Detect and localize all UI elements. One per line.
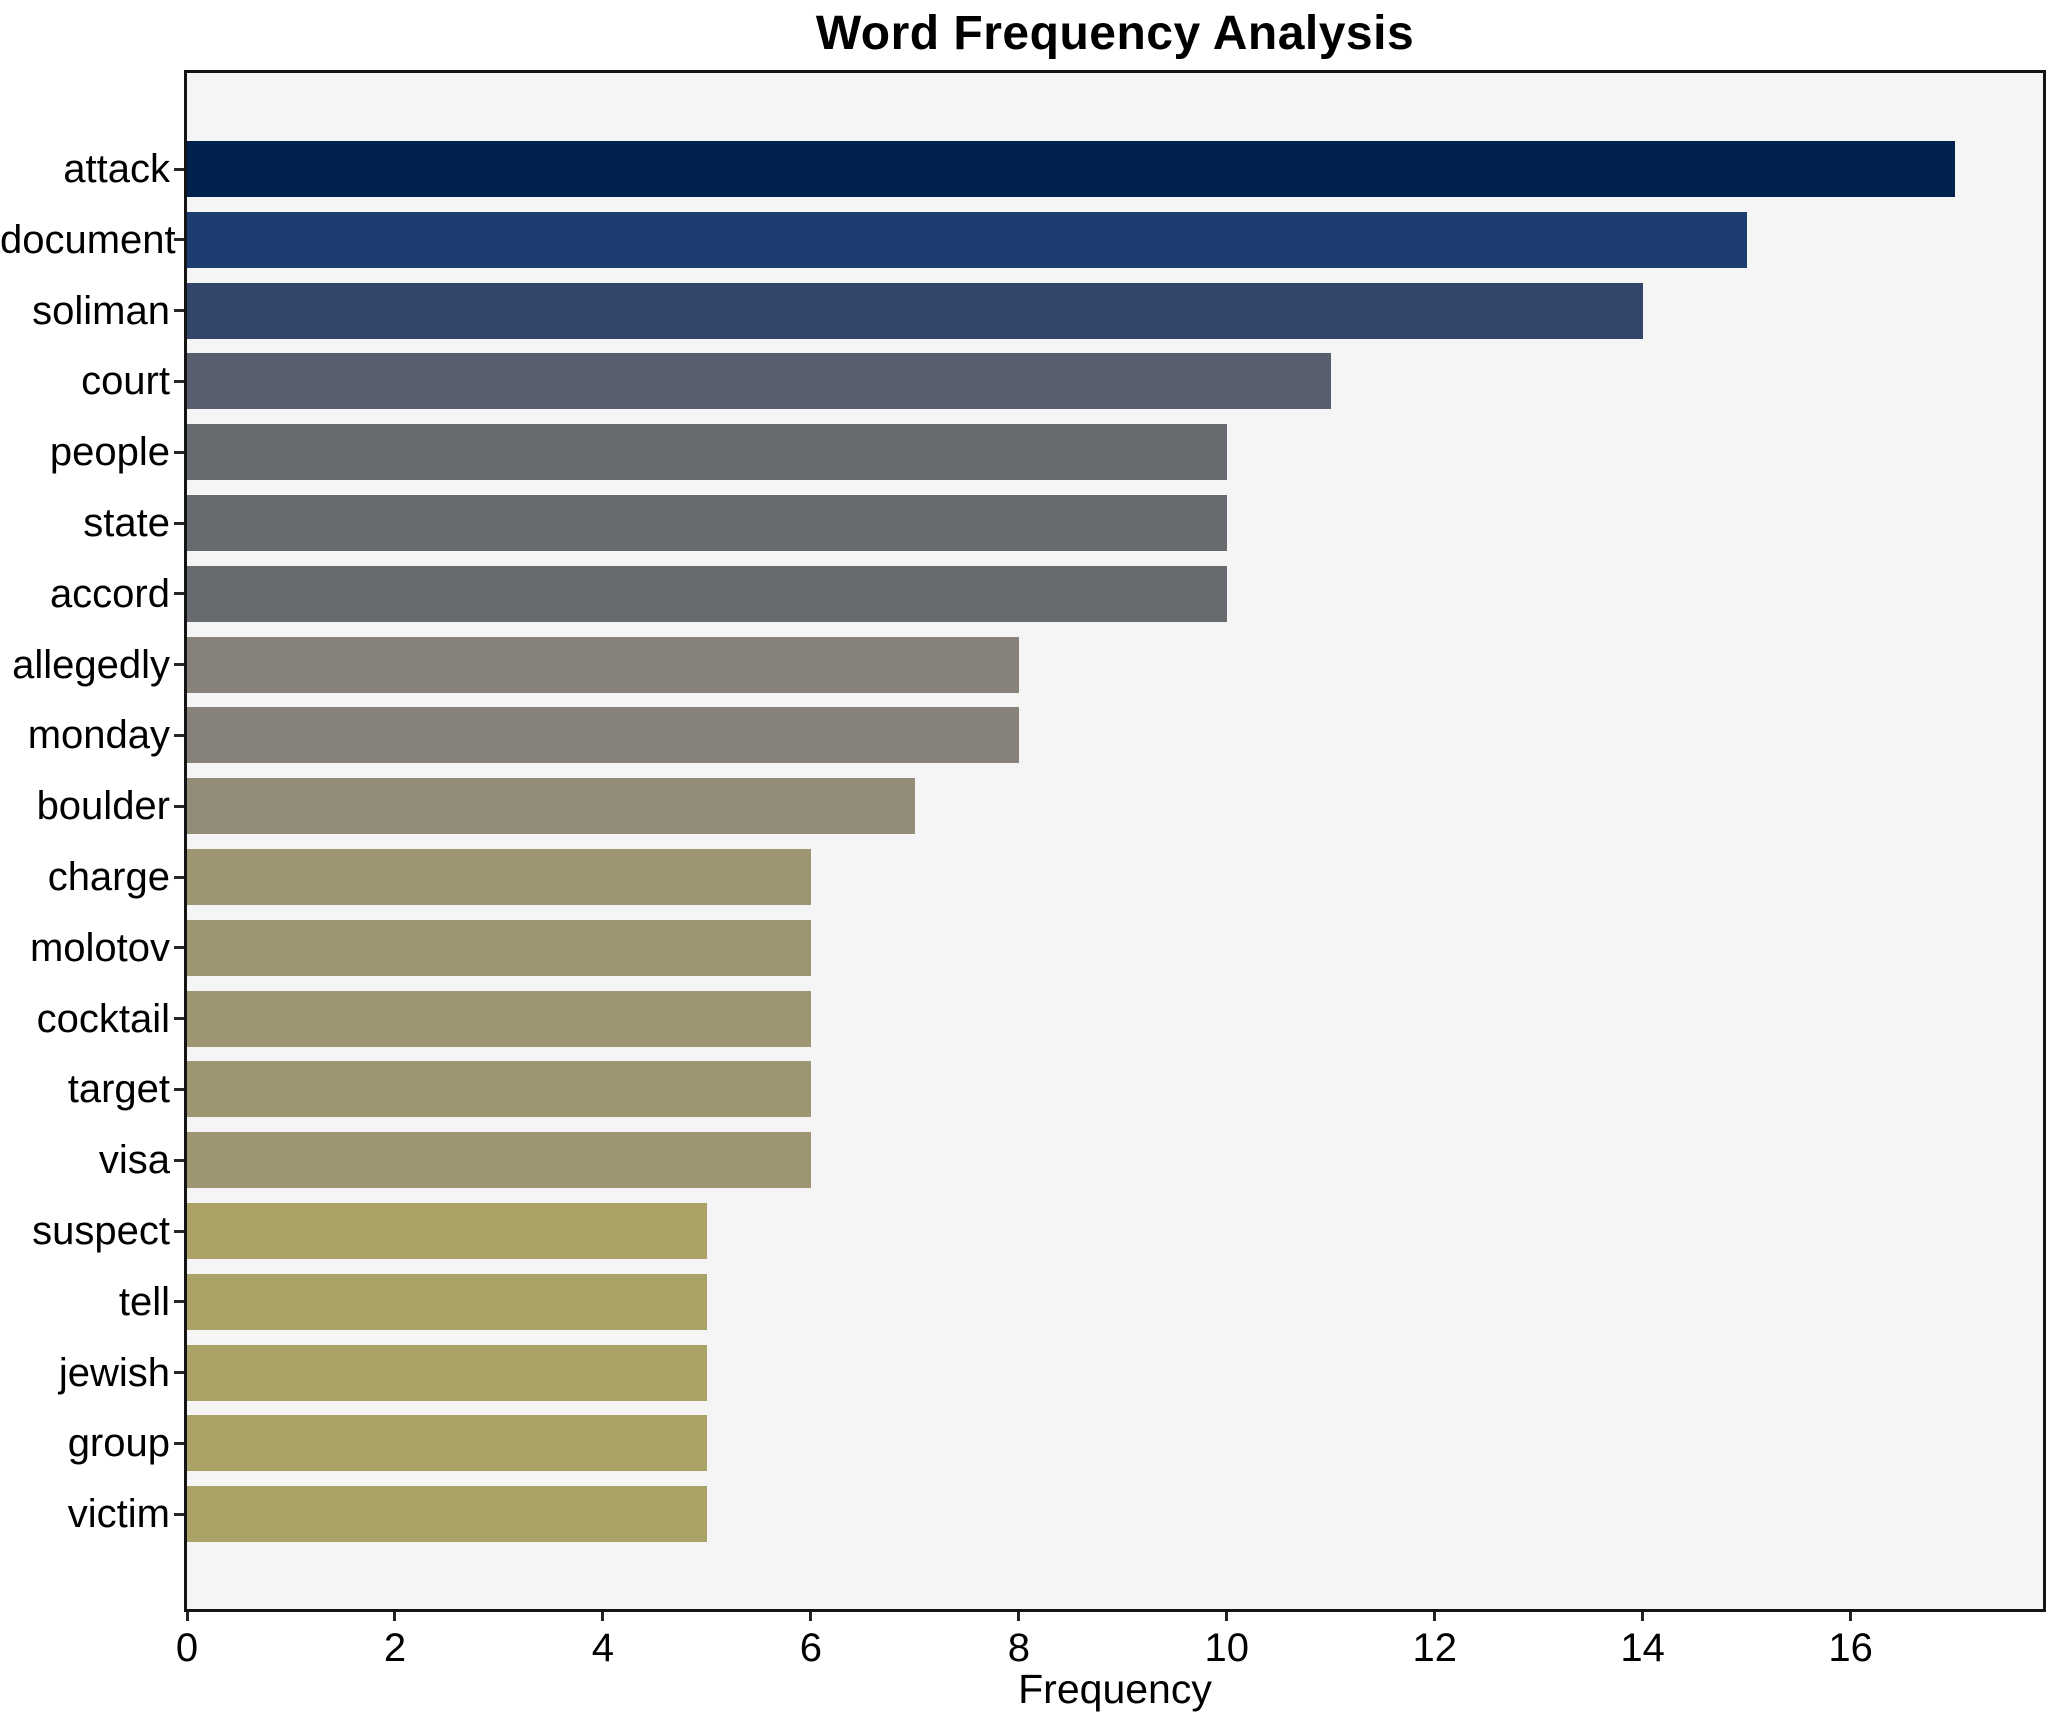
y-tick-mark: [174, 1512, 184, 1516]
x-tick-mark: [185, 1612, 189, 1621]
bar-allegedly: [187, 636, 1019, 693]
x-tick-label-2: 2: [383, 1626, 407, 1670]
category-label-tell: tell: [118, 1279, 170, 1324]
category-label-soliman: soliman: [32, 288, 170, 333]
bar-attack: [187, 141, 1955, 197]
y-tick-mark: [174, 309, 184, 313]
y-tick-mark: [174, 1300, 184, 1304]
x-tick-mark: [601, 1612, 605, 1621]
category-label-state: state: [83, 501, 170, 545]
y-tick-mark: [174, 238, 184, 242]
y-tick-mark: [174, 1158, 184, 1162]
category-label-allegedly: allegedly: [12, 642, 170, 687]
bar-tell: [187, 1273, 707, 1330]
x-tick-label-10: 10: [1204, 1626, 1250, 1670]
x-tick-label-12: 12: [1412, 1626, 1457, 1670]
category-label-cocktail: cocktail: [36, 996, 170, 1041]
chart-title: Word Frequency Analysis: [815, 7, 1415, 60]
x-tick-mark: [1017, 1612, 1021, 1621]
category-label-charge: charge: [47, 855, 170, 899]
bar-court: [187, 353, 1331, 410]
bar-group: [187, 1415, 707, 1472]
bar-state: [187, 495, 1227, 551]
x-axis-label: Frequency: [1018, 1666, 1212, 1712]
x-tick-label-16: 16: [1828, 1626, 1873, 1670]
bar-accord: [187, 565, 1227, 622]
x-tick-mark: [393, 1612, 397, 1621]
x-tick-label-8: 8: [1007, 1626, 1030, 1670]
bar-monday: [187, 707, 1019, 764]
y-tick-mark: [174, 1441, 184, 1445]
x-tick-label-14: 14: [1620, 1626, 1665, 1670]
category-label-group: group: [67, 1421, 170, 1466]
x-tick-label-4: 4: [591, 1626, 615, 1670]
bar-cocktail: [187, 990, 811, 1047]
category-label-court: court: [81, 359, 170, 404]
y-tick-mark: [174, 450, 184, 454]
x-tick-mark: [1849, 1612, 1853, 1621]
y-tick-mark: [174, 521, 184, 525]
y-tick-mark: [174, 733, 184, 737]
x-tick-mark: [1641, 1612, 1645, 1621]
bar-people: [187, 424, 1227, 481]
x-tick-label-6: 6: [799, 1626, 822, 1670]
y-tick-mark: [174, 1371, 184, 1375]
y-tick-mark: [174, 1229, 184, 1233]
bar-molotov: [187, 919, 811, 976]
category-label-boulder: boulder: [36, 784, 170, 829]
category-label-target: target: [67, 1067, 170, 1112]
y-tick-mark: [174, 663, 184, 667]
bar-suspect: [187, 1203, 707, 1259]
y-tick-mark: [174, 1017, 184, 1021]
category-label-molotov: molotov: [29, 925, 170, 970]
y-tick-mark: [174, 1087, 184, 1091]
category-label-jewish: jewish: [58, 1350, 170, 1395]
y-tick-mark: [174, 804, 184, 808]
bar-document: [187, 211, 1747, 268]
x-tick-mark: [809, 1612, 813, 1621]
bar-visa: [187, 1132, 811, 1189]
category-label-victim: victim: [67, 1492, 170, 1537]
bar-charge: [187, 849, 811, 905]
category-label-accord: accord: [49, 571, 170, 616]
bar-boulder: [187, 778, 915, 835]
y-tick-mark: [174, 379, 184, 383]
x-tick-mark: [1225, 1612, 1229, 1621]
bar-soliman: [187, 282, 1643, 339]
x-tick-label-0: 0: [175, 1626, 199, 1670]
category-label-suspect: suspect: [32, 1209, 170, 1253]
category-label-people: people: [49, 430, 170, 475]
category-label-document: document: [0, 217, 176, 262]
category-label-monday: monday: [27, 713, 170, 758]
y-tick-mark: [174, 592, 184, 596]
bar-jewish: [187, 1344, 707, 1401]
y-tick-mark: [174, 946, 184, 950]
category-label-attack: attack: [63, 147, 170, 191]
x-tick-mark: [1433, 1612, 1437, 1621]
y-tick-mark: [174, 875, 184, 879]
y-tick-mark: [174, 167, 184, 171]
bar-victim: [187, 1486, 707, 1543]
bar-target: [187, 1061, 811, 1118]
category-label-visa: visa: [98, 1138, 170, 1183]
